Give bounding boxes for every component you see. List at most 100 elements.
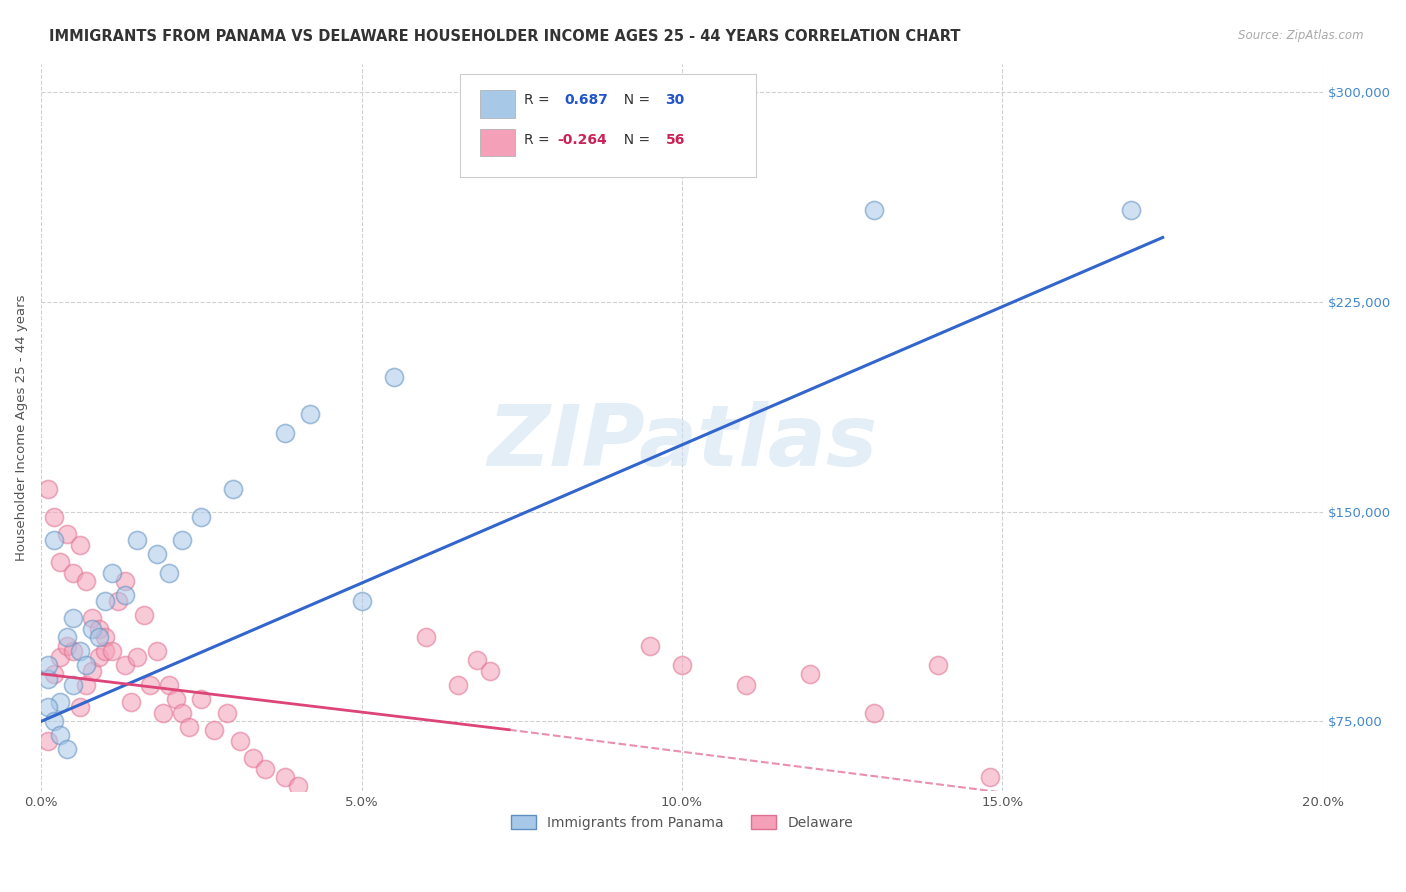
Point <box>863 202 886 217</box>
Text: -0.264: -0.264 <box>558 134 607 147</box>
Point <box>56 527 79 541</box>
Point <box>1119 202 1142 217</box>
Point <box>979 770 1001 784</box>
Point <box>222 482 245 496</box>
Point <box>49 555 72 569</box>
Point <box>242 750 264 764</box>
Point <box>202 723 225 737</box>
Point <box>114 589 136 603</box>
Point <box>299 407 322 421</box>
Text: N =: N = <box>616 134 655 147</box>
Point <box>415 631 437 645</box>
Point <box>69 700 91 714</box>
Point <box>82 622 104 636</box>
Point <box>42 510 65 524</box>
Point <box>37 673 59 687</box>
Text: N =: N = <box>616 94 655 107</box>
Point <box>94 631 117 645</box>
Text: IMMIGRANTS FROM PANAMA VS DELAWARE HOUSEHOLDER INCOME AGES 25 - 44 YEARS CORRELA: IMMIGRANTS FROM PANAMA VS DELAWARE HOUSE… <box>49 29 960 45</box>
Point <box>69 644 91 658</box>
Point <box>49 728 72 742</box>
Text: Source: ZipAtlas.com: Source: ZipAtlas.com <box>1239 29 1364 43</box>
Point <box>127 650 149 665</box>
Point <box>100 566 122 580</box>
Point <box>75 658 97 673</box>
FancyBboxPatch shape <box>460 74 756 177</box>
Text: 56: 56 <box>665 134 685 147</box>
Point <box>190 692 212 706</box>
Point <box>49 695 72 709</box>
Point <box>87 631 110 645</box>
Point <box>165 692 187 706</box>
Point <box>87 650 110 665</box>
Point <box>382 370 405 384</box>
Legend: Immigrants from Panama, Delaware: Immigrants from Panama, Delaware <box>505 809 859 835</box>
Text: R =: R = <box>524 94 554 107</box>
FancyBboxPatch shape <box>479 128 516 156</box>
Point <box>107 594 129 608</box>
Point <box>62 678 84 692</box>
Point <box>305 804 328 818</box>
Point <box>62 566 84 580</box>
Text: 0.687: 0.687 <box>564 94 607 107</box>
Point <box>94 644 117 658</box>
Point <box>927 658 949 673</box>
Point <box>1024 818 1046 832</box>
Point <box>56 639 79 653</box>
Point <box>114 658 136 673</box>
Point <box>638 639 661 653</box>
Point <box>172 533 194 547</box>
Point <box>145 644 167 658</box>
Point <box>145 547 167 561</box>
Point <box>274 426 297 441</box>
Point <box>82 664 104 678</box>
Point <box>863 706 886 720</box>
Point <box>152 706 174 720</box>
Point <box>350 594 373 608</box>
Point <box>56 631 79 645</box>
Point <box>37 734 59 748</box>
Point <box>49 650 72 665</box>
Point <box>478 664 501 678</box>
Point <box>37 700 59 714</box>
FancyBboxPatch shape <box>479 90 516 118</box>
Point <box>671 658 693 673</box>
Point <box>274 770 297 784</box>
Text: R =: R = <box>524 134 554 147</box>
Point <box>42 666 65 681</box>
Point <box>69 538 91 552</box>
Point <box>100 644 122 658</box>
Point <box>465 653 488 667</box>
Point <box>172 706 194 720</box>
Point <box>94 594 117 608</box>
Point <box>82 611 104 625</box>
Point <box>42 533 65 547</box>
Point <box>75 574 97 589</box>
Text: 30: 30 <box>665 94 685 107</box>
Point <box>287 779 309 793</box>
Point <box>799 666 821 681</box>
Point <box>62 611 84 625</box>
Point <box>254 762 277 776</box>
Point <box>127 533 149 547</box>
Point <box>157 678 180 692</box>
Point <box>735 678 758 692</box>
Point <box>332 818 354 832</box>
Point <box>447 678 470 692</box>
Point <box>56 742 79 756</box>
Point <box>132 608 155 623</box>
Point <box>114 574 136 589</box>
Point <box>37 658 59 673</box>
Point <box>75 678 97 692</box>
Point <box>190 510 212 524</box>
Point <box>215 706 238 720</box>
Point <box>37 482 59 496</box>
Point <box>157 566 180 580</box>
Point <box>139 678 162 692</box>
Point <box>87 622 110 636</box>
Point <box>177 720 200 734</box>
Point <box>229 734 252 748</box>
Point <box>42 714 65 729</box>
Point <box>62 644 84 658</box>
Point <box>120 695 142 709</box>
